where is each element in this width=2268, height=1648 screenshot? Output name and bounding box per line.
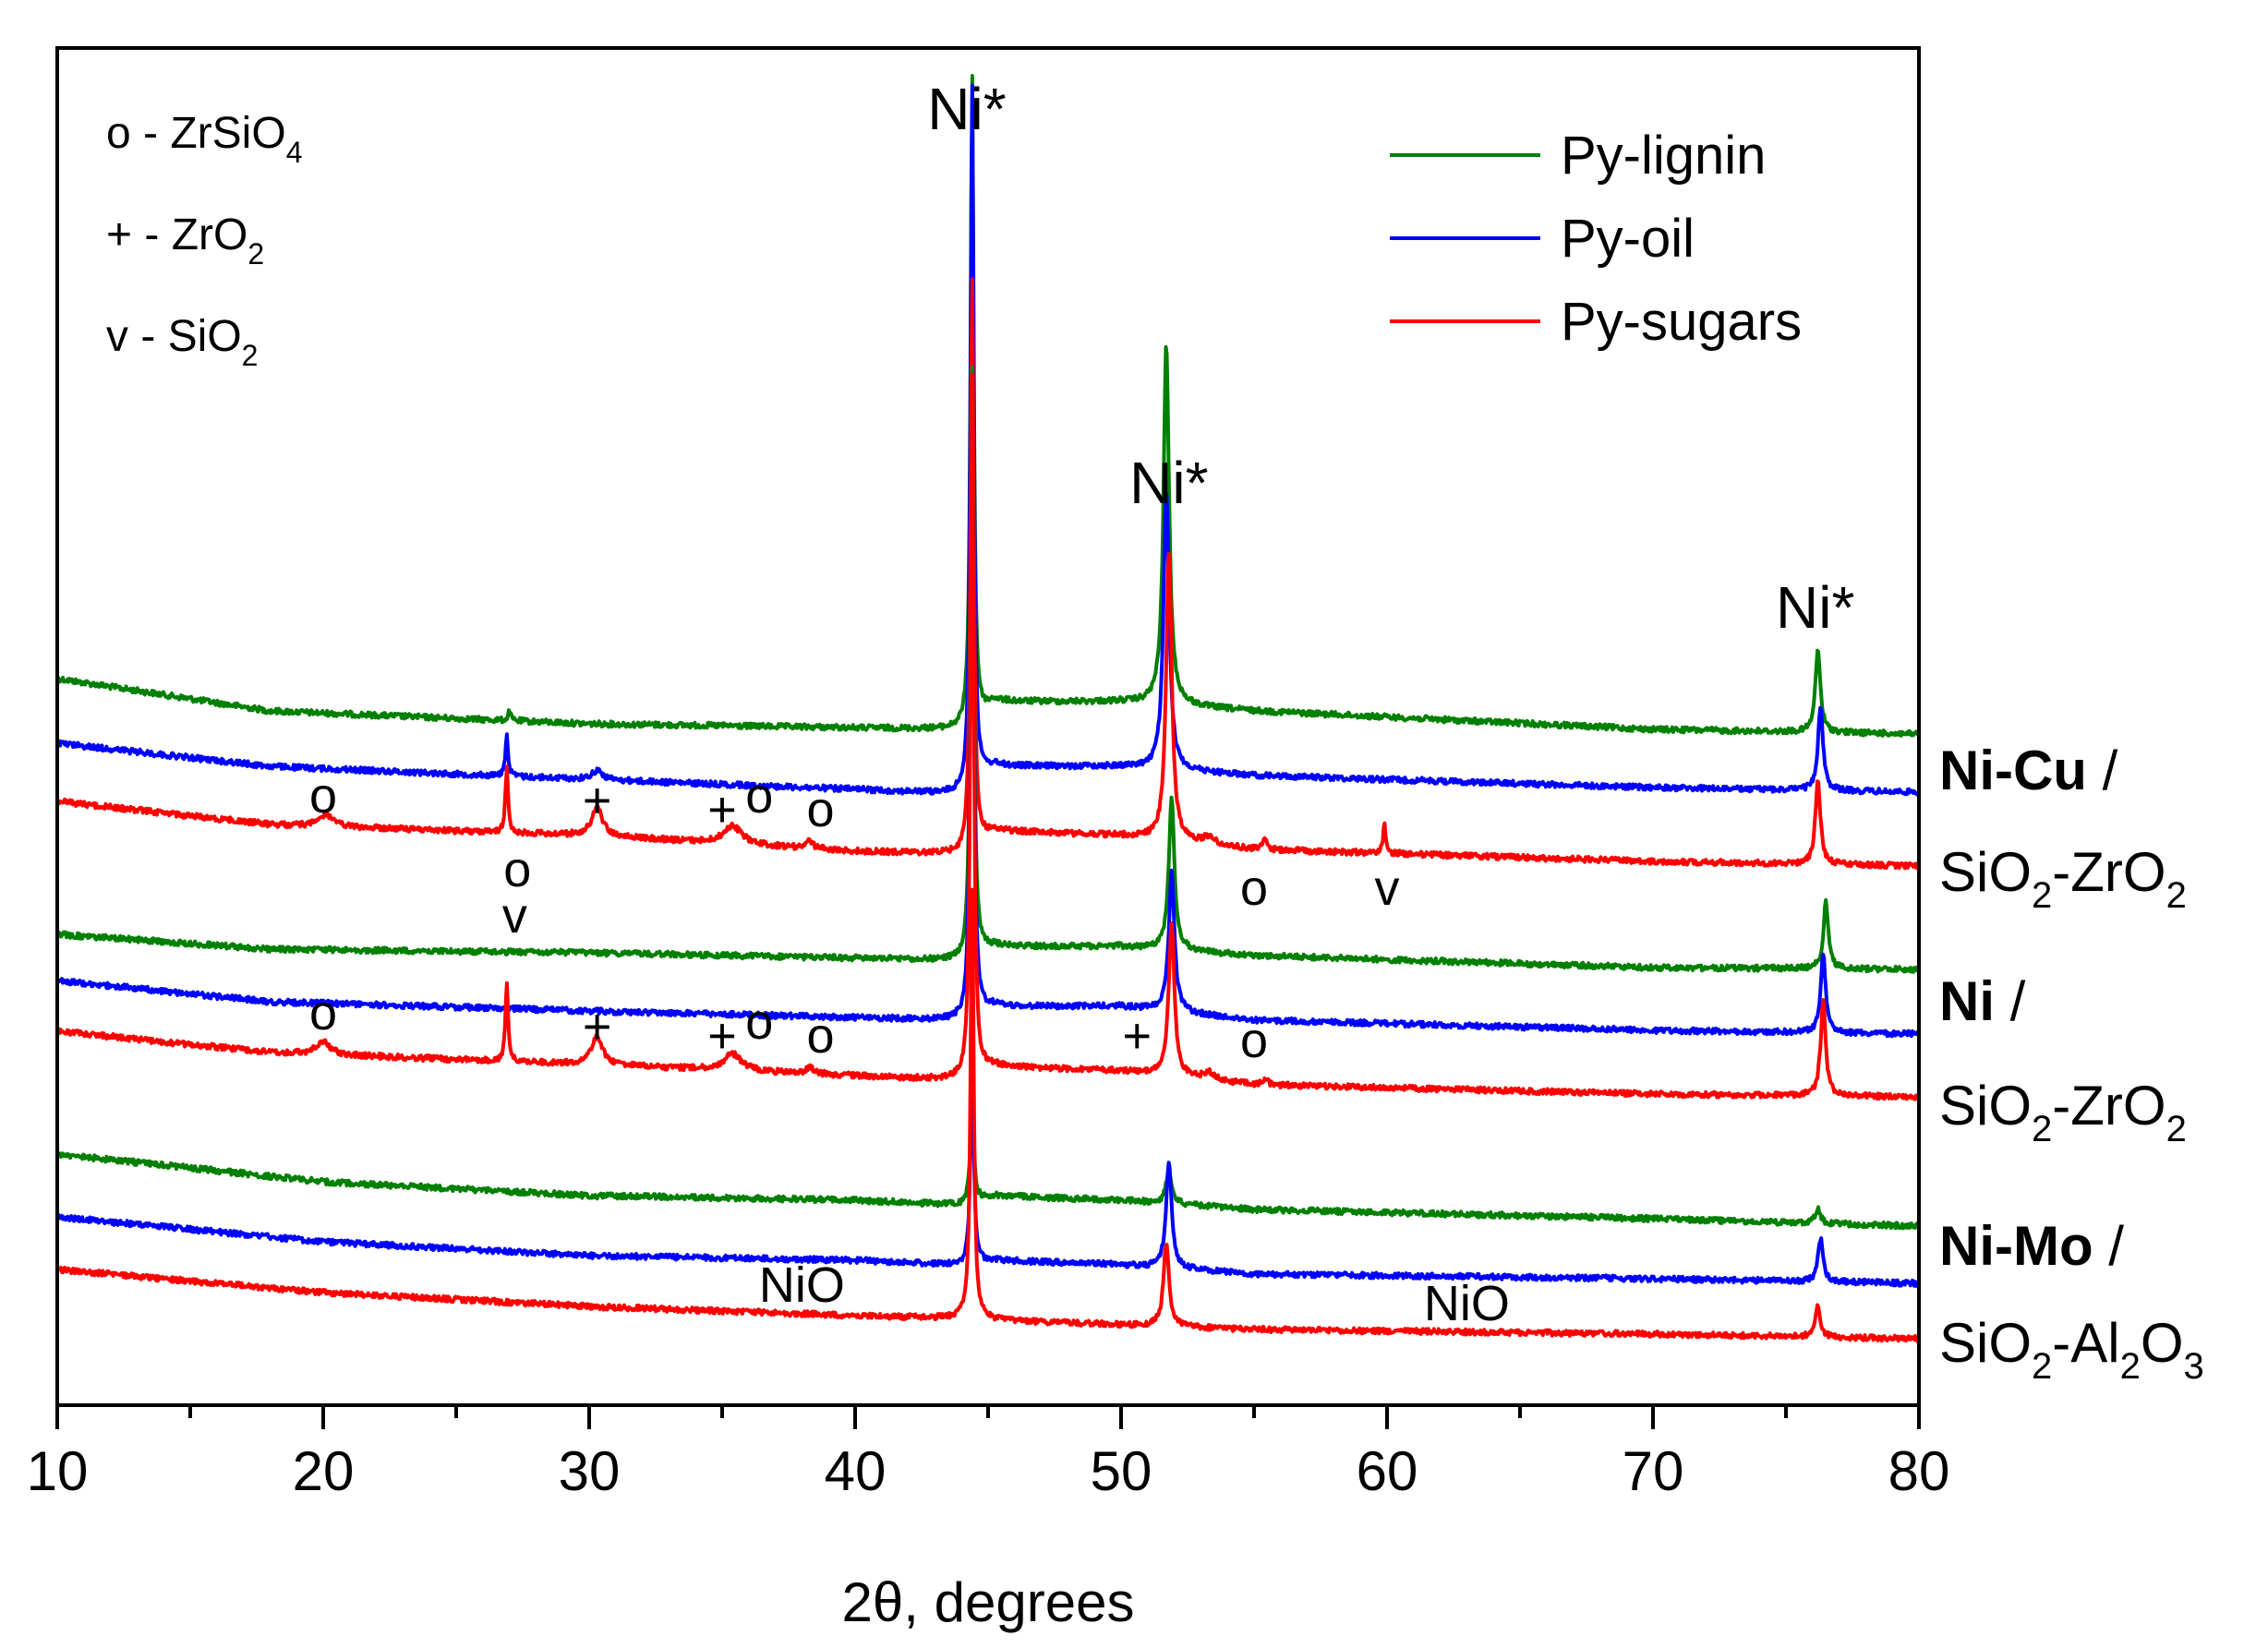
peak-annotation: Ni* — [927, 76, 1006, 142]
peak-annotation: o — [807, 1008, 835, 1064]
peak-annotation: + — [1123, 1008, 1152, 1064]
support-subscript: 2 — [2166, 875, 2187, 916]
peak-annotation: o — [309, 768, 337, 824]
support-formula-part: SiO — [1939, 1312, 2032, 1374]
phase-key-dash: - — [128, 312, 168, 361]
support-formula-part: -ZrO — [2052, 1075, 2165, 1137]
support-formula-part: -Al — [2052, 1312, 2119, 1374]
phase-key-symbol: + — [106, 211, 132, 259]
series-line-py-oil-3 — [55, 1052, 1920, 1288]
x-tick-label: 50 — [1091, 1440, 1152, 1502]
support-subscript: 2 — [2120, 1346, 2141, 1387]
support-formula-part: SiO — [1939, 1075, 2032, 1137]
catalyst-support: SiO2-Al2O3 — [1939, 1312, 2204, 1387]
peak-annotation: v — [1375, 860, 1400, 916]
x-tick-label: 10 — [27, 1440, 89, 1502]
peak-annotation: + — [707, 782, 737, 837]
support-subscript: 2 — [2032, 875, 2052, 916]
catalyst-separator: / — [1995, 970, 2026, 1032]
catalyst-group-name: Ni / — [1939, 970, 2026, 1032]
peak-annotation: NiO — [759, 1257, 845, 1313]
phase-key-symbol: v — [106, 312, 128, 361]
support-formula-part: O — [2141, 1312, 2184, 1374]
peak-annotation: NiO — [1424, 1276, 1510, 1331]
peak-annotation: v — [502, 888, 527, 944]
phase-key-dash: - — [131, 109, 171, 158]
phase-key-formula: ZrO — [172, 211, 248, 259]
phase-key-entry: + - ZrO2 — [106, 211, 264, 271]
curves-layer — [55, 74, 1921, 1343]
x-tick-label: 30 — [559, 1440, 621, 1502]
catalyst-group-name: Ni-Mo / — [1939, 1215, 2124, 1277]
peak-annotation: o — [503, 842, 531, 897]
series-line-py-oil-2 — [55, 378, 1921, 1039]
phase-key-dash: - — [132, 211, 172, 259]
support-subscript: 2 — [2032, 1346, 2052, 1387]
support-formula-part: -ZrO — [2052, 841, 2165, 903]
peak-annotation: Ni* — [1776, 574, 1854, 641]
series-line-py-lignin-1 — [55, 74, 1921, 738]
catalyst-metal: Ni-Mo — [1939, 1215, 2093, 1277]
legend-label: Py-sugars — [1561, 292, 1802, 352]
catalyst-metal: Ni-Cu — [1939, 740, 2087, 801]
support-subscript: 2 — [2032, 1109, 2052, 1149]
phase-key-formula: SiO — [168, 312, 242, 361]
support-subscript: 2 — [2166, 1109, 2187, 1149]
phase-key-subscript: 2 — [247, 237, 264, 271]
support-subscript: 3 — [2184, 1346, 2204, 1387]
series-line-py-lignin-3 — [56, 1076, 1921, 1231]
catalyst-support: SiO2-ZrO2 — [1939, 841, 2187, 916]
x-axis: 10 20 30 40 50 60 70 80 — [27, 1405, 1950, 1502]
catalyst-group-name: Ni-Cu / — [1939, 740, 2118, 801]
legend-label: Py-oil — [1561, 209, 1695, 269]
catalyst-separator: / — [2087, 740, 2118, 801]
peak-annotation: o — [745, 768, 773, 824]
peak-annotation: o — [1240, 860, 1268, 916]
peak-annotation: o — [1240, 1013, 1268, 1068]
phase-key-entry: o - ZrSiO4 — [106, 109, 302, 169]
peak-annotation: + — [583, 773, 612, 828]
legend-label: Py-lignin — [1561, 126, 1766, 186]
x-axis-label: 2θ, degrees — [842, 1571, 1135, 1633]
peak-annotation: + — [583, 999, 612, 1054]
x-tick-label: 80 — [1888, 1440, 1950, 1502]
phase-key-symbol: o — [106, 109, 131, 158]
phase-key-formula: ZrSiO — [170, 109, 285, 158]
series-line-py-sugars-3 — [55, 887, 1921, 1343]
catalyst-metal: Ni — [1939, 970, 1995, 1032]
peak-annotation: o — [807, 782, 835, 837]
peak-annotation: Ni* — [1129, 450, 1208, 516]
x-tick-label: 70 — [1623, 1440, 1684, 1502]
peak-annotation: o — [309, 985, 337, 1041]
x-tick-label: 40 — [825, 1440, 887, 1502]
support-formula-part: SiO — [1939, 841, 2032, 903]
phase-key-subscript: 4 — [286, 136, 303, 169]
x-tick-label: 60 — [1357, 1440, 1418, 1502]
phase-key-subscript: 2 — [242, 339, 259, 372]
series-line-py-sugars-1 — [55, 277, 1921, 871]
series-line-py-lignin-2 — [55, 365, 1921, 974]
catalyst-support: SiO2-ZrO2 — [1939, 1075, 2187, 1149]
series-line-py-oil-1 — [56, 83, 1921, 797]
peak-annotation: o — [745, 994, 773, 1050]
catalyst-separator: / — [2093, 1215, 2125, 1277]
phase-key-entry: v - SiO2 — [106, 312, 258, 372]
peak-annotation: + — [707, 1008, 737, 1064]
legend: Py-lignin Py-oil Py-sugars — [1390, 126, 1802, 352]
x-tick-label: 20 — [293, 1440, 355, 1502]
series-line-py-sugars-2 — [55, 373, 1920, 1101]
